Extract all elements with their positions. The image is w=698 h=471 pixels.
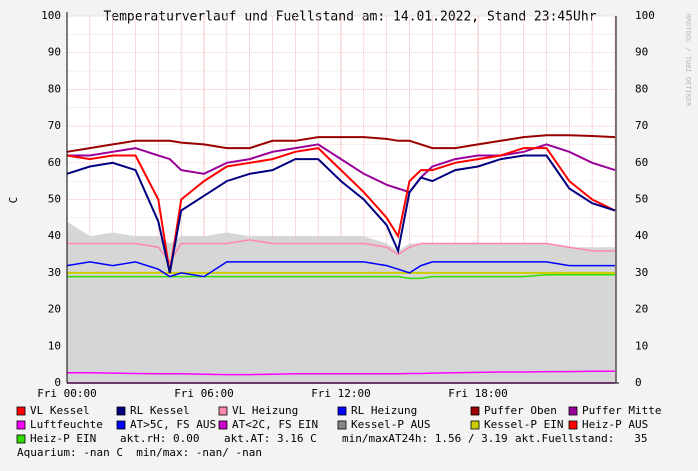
line [66, 154, 616, 274]
legend-swatch [16, 406, 26, 416]
legend-label: Heiz-P AUS [582, 418, 648, 431]
y-tick-label-right: 90 [635, 46, 648, 59]
legend-swatch [337, 420, 347, 430]
legend-swatch [16, 434, 26, 444]
legend-label: Kessel-P EIN [484, 418, 563, 431]
y-tick-label-right: 80 [635, 82, 648, 95]
legend-label: Puffer Oben [484, 404, 557, 417]
y-tick-label-right: 70 [635, 119, 648, 132]
watermark: RRDTOOL / TOBI OETIKER [684, 14, 692, 108]
chart-title: Temperaturverlauf und Fuellstand am: 14.… [103, 10, 596, 25]
y-tick-label-right: 10 [635, 339, 648, 352]
y-tick-label: 90 [48, 46, 61, 59]
y-tick-label-right: 0 [635, 376, 642, 389]
legend-label: Puffer Mitte [582, 404, 661, 417]
legend-label: Luftfeuchte [30, 418, 103, 431]
y-tick-label: 70 [48, 119, 61, 132]
legend-swatch [337, 406, 347, 416]
legend-swatch [218, 406, 228, 416]
y-tick-label: 50 [48, 193, 61, 206]
y-tick-label: 20 [48, 303, 61, 316]
legend-label: VL Heizung [232, 404, 298, 417]
legend-swatch [116, 420, 126, 430]
legend-swatch [470, 406, 480, 416]
line [67, 273, 615, 280]
y-tick-label: 40 [48, 229, 61, 242]
y-tick-label-right: 60 [635, 156, 648, 169]
y-tick-label: 30 [48, 266, 61, 279]
x-tick-label: Fri 18:00 [448, 387, 508, 400]
legend-swatch [218, 420, 228, 430]
legend-note: akt.Fuellstand: 35 [515, 432, 647, 445]
line [67, 370, 615, 376]
y-tick-label-right: 30 [635, 266, 648, 279]
legend-label: Kessel-P AUS [351, 418, 430, 431]
y-tick-label: 100 [41, 9, 61, 22]
y-tick-label: 80 [48, 82, 61, 95]
legend-label: AT<2C, FS EIN [232, 418, 318, 431]
legend-label: VL Kessel [30, 404, 90, 417]
line [67, 143, 616, 194]
line [66, 147, 616, 274]
y-tick-label: 0 [54, 376, 61, 389]
legend-label: AT>5C, FS AUS [130, 418, 216, 431]
legend-swatch [16, 420, 26, 430]
y-tick-label-right: 100 [635, 9, 655, 22]
legend-label: RL Kessel [130, 404, 190, 417]
y-tick-label-right: 20 [635, 303, 648, 316]
line [66, 134, 616, 153]
legend-swatch [568, 420, 578, 430]
y-tick-label: 10 [48, 339, 61, 352]
y-tick-label-right: 40 [635, 229, 648, 242]
x-tick-label: Fri 00:00 [37, 387, 97, 400]
x-tick-label: Fri 12:00 [311, 387, 371, 400]
line [66, 261, 615, 278]
x-tick-label: Fri 06:00 [174, 387, 234, 400]
y-tick-label-right: 50 [635, 193, 648, 206]
legend-note: akt.rH: 0.00 [120, 432, 199, 445]
legend-note: akt.AT: 3.16 C [224, 432, 317, 445]
legend-note: min/maxAT24h: 1.56 / 3.19 [342, 432, 508, 445]
legend-note: Aquarium: -nan C min/max: -nan/ -nan [17, 446, 262, 459]
legend-label: Heiz-P EIN [30, 432, 96, 445]
y-axis-label: C [7, 197, 20, 204]
legend-swatch [116, 406, 126, 416]
line [67, 239, 615, 264]
y-tick-label: 60 [48, 156, 61, 169]
legend-label: RL Heizung [351, 404, 417, 417]
legend-swatch [470, 420, 480, 430]
legend-swatch [568, 406, 578, 416]
